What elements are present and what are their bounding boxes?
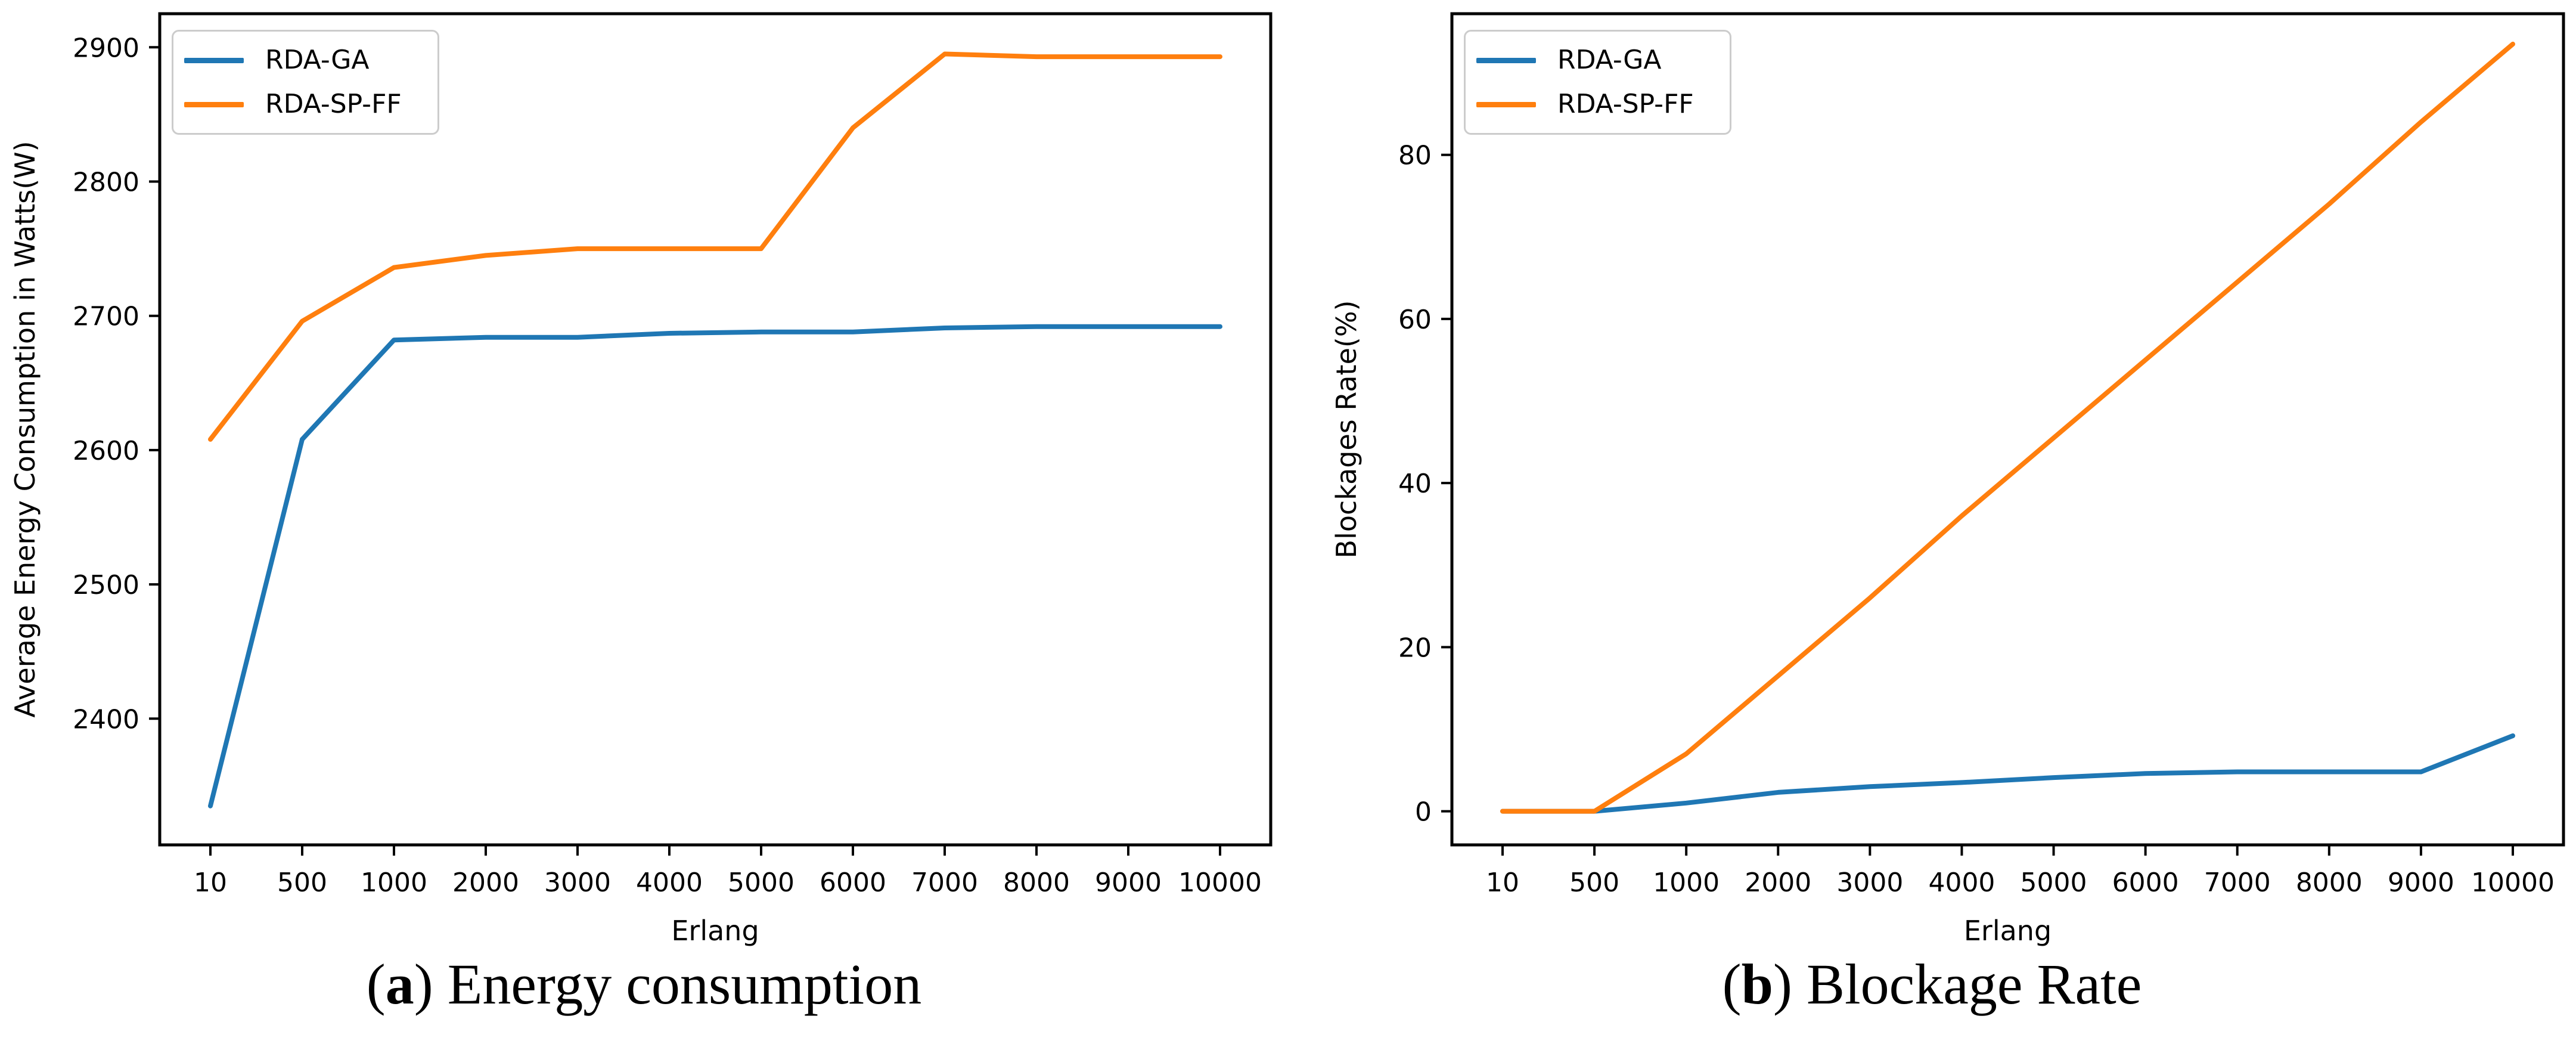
series-line-rda-ga — [208, 324, 1222, 809]
x-tick-label: 4000 — [1928, 868, 1995, 898]
x-tick-label: 7000 — [911, 868, 978, 898]
y-tick-label: 40 — [1398, 469, 1432, 499]
caption-a: (a) Energy consumption — [366, 952, 922, 1016]
series-line-rda-sp-ff — [208, 51, 1222, 442]
x-axis-label: Erlang — [1964, 915, 2052, 947]
y-tick-label: 2900 — [73, 33, 139, 63]
x-tick-label: 1000 — [1653, 868, 1720, 898]
x-tick-label: 500 — [1569, 868, 1619, 898]
y-tick-label: 2600 — [73, 436, 139, 466]
series-line-rda-ga — [1500, 733, 2515, 814]
x-tick-label: 5000 — [2021, 868, 2087, 898]
x-tick-label: 3000 — [1836, 868, 1903, 898]
legend-item-rda-ga: RDA-GA — [1476, 47, 1694, 73]
x-tick-label: 6000 — [820, 868, 886, 898]
x-tick-label: 2000 — [1745, 868, 1811, 898]
legend-label-rda-ga: RDA-GA — [1557, 45, 1662, 75]
energy-consumption-plot: 2400 2500 2600 2700 2800 2900 10 500 1000 2000 300… — [9, 12, 1273, 947]
legend-label-rda-sp-ff: RDA-SP-FF — [265, 89, 402, 119]
x-tick-label: 10 — [194, 868, 227, 898]
legend: RDA-GA RDA-SP-FF — [172, 30, 439, 135]
series-line-rda-sp-ff — [1500, 41, 2515, 814]
x-tick-label: 9000 — [2388, 868, 2454, 898]
x-tick-label: 8000 — [2296, 868, 2363, 898]
y-axis-label: Blockages Rate(%) — [1330, 301, 1363, 559]
y-tick-label: 2500 — [73, 570, 139, 600]
caption-a-text: Energy consumption — [447, 952, 922, 1016]
x-axis-label: Erlang — [671, 915, 759, 947]
legend-item-rda-sp-ff: RDA-SP-FF — [1476, 91, 1694, 117]
rda-ga-line-sample — [1476, 57, 1536, 63]
plot-border — [158, 12, 1273, 847]
x-tick-label: 4000 — [636, 868, 703, 898]
x-tick-label: 10 — [1486, 868, 1519, 898]
legend-item-rda-sp-ff: RDA-SP-FF — [184, 91, 402, 117]
x-tick-label: 6000 — [2112, 868, 2179, 898]
rda-sp-ff-line-sample — [1476, 101, 1536, 107]
y-tick-label: 0 — [1415, 797, 1432, 828]
y-tick-label: 80 — [1398, 141, 1432, 171]
y-axis-label: Average Energy Consumption in Watts(W) — [9, 141, 41, 717]
x-tick-label: 7000 — [2204, 868, 2271, 898]
caption-b-text: Blockage Rate — [1806, 952, 2142, 1016]
blockage-rate-plot: 0 20 40 60 80 10 500 1000 2000 3000 4000 5000 6000 70… — [1330, 12, 2565, 947]
x-tick-label: 2000 — [452, 868, 519, 898]
legend-label-rda-sp-ff: RDA-SP-FF — [1557, 89, 1694, 119]
x-tick-label: 10000 — [2471, 868, 2555, 898]
y-tick-label: 2400 — [73, 704, 139, 735]
x-tick-label: 10000 — [1178, 868, 1262, 898]
caption-b: (b) Blockage Rate — [1722, 952, 2142, 1016]
rda-ga-line-sample — [184, 57, 244, 63]
rda-sp-ff-line-sample — [184, 101, 244, 107]
panel-energy-consumption: 2400 2500 2600 2700 2800 2900 10 500 1000 2000 300… — [9, 12, 1273, 1016]
legend: RDA-GA RDA-SP-FF — [1464, 30, 1731, 135]
panel-blockage-rate: 0 20 40 60 80 10 500 1000 2000 3000 4000 5000 6000 70… — [1288, 0, 2576, 1050]
legend-item-rda-ga: RDA-GA — [184, 47, 402, 73]
x-tick-label: 1000 — [361, 868, 427, 898]
y-tick-label: 2800 — [73, 168, 139, 198]
legend-label-rda-ga: RDA-GA — [265, 45, 370, 75]
x-tick-label: 8000 — [1003, 868, 1070, 898]
x-tick-label: 5000 — [728, 868, 794, 898]
plot-border — [1450, 12, 2565, 847]
x-tick-label: 3000 — [544, 868, 611, 898]
y-tick-label: 2700 — [73, 302, 139, 332]
y-tick-label: 20 — [1398, 633, 1432, 663]
x-tick-label: 9000 — [1095, 868, 1162, 898]
x-tick-label: 500 — [277, 868, 327, 898]
y-tick-label: 60 — [1398, 305, 1432, 335]
